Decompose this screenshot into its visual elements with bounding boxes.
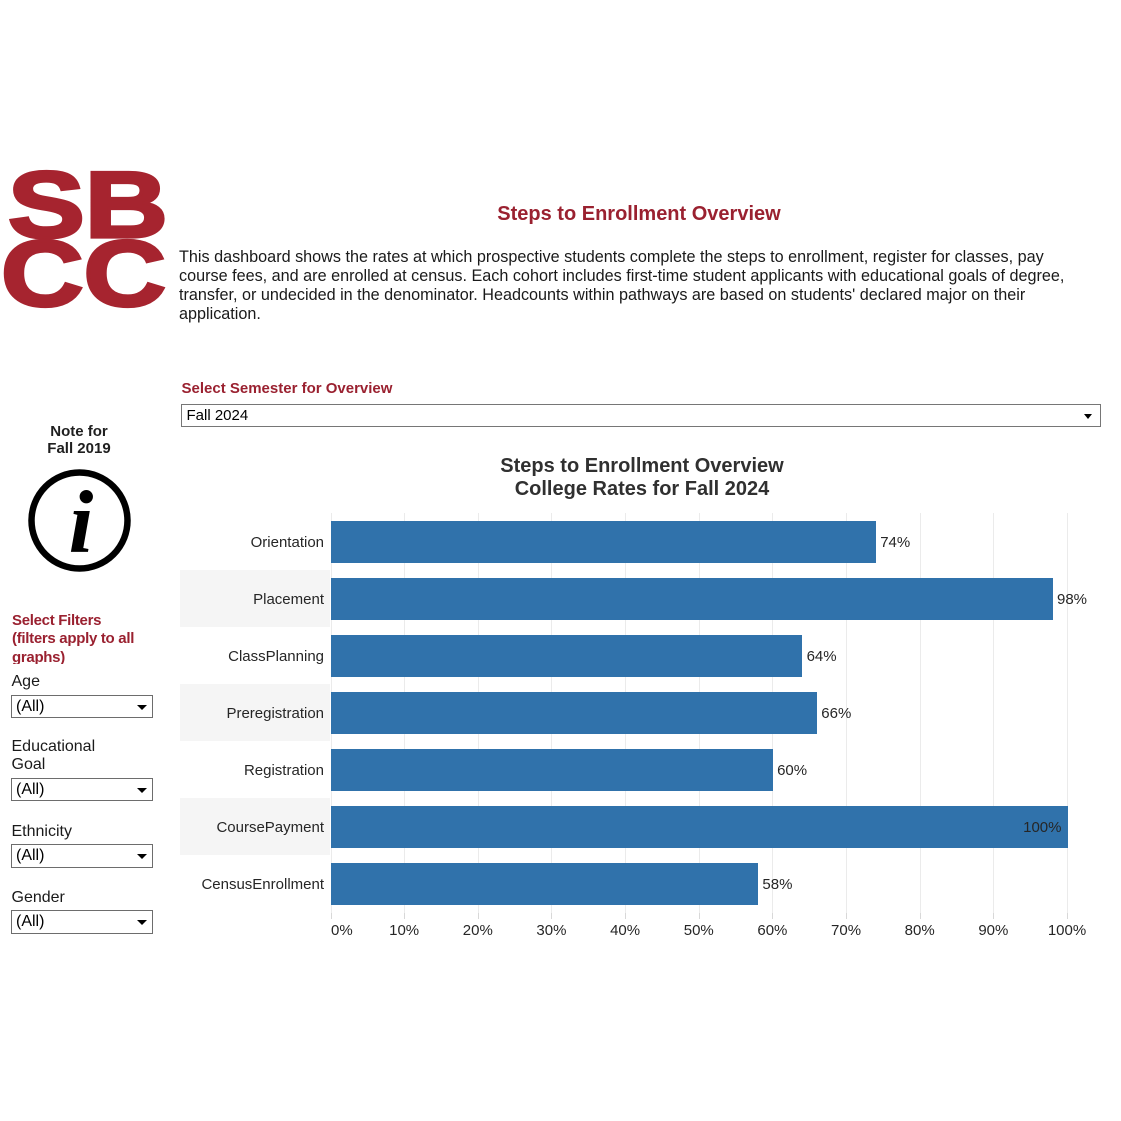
svg-text:i: i <box>69 474 94 572</box>
